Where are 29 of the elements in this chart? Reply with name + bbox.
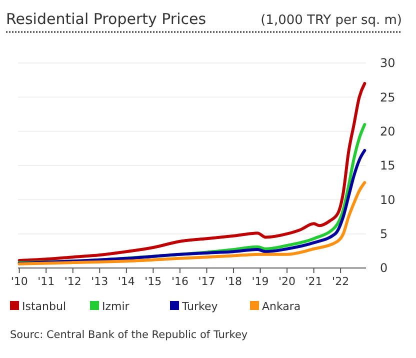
x-tick-label: '10: [10, 275, 28, 288]
x-tick-label: '12: [64, 275, 82, 288]
legend-label: Istanbul: [22, 300, 66, 313]
x-tick-label: '15: [144, 275, 162, 288]
x-tick-label: '19: [252, 275, 269, 288]
text: Sourc: Central Bank of the Republic of Turkey: [10, 329, 248, 341]
chart-title: Residential Property Prices: [6, 10, 206, 28]
y-tick-label: 0: [380, 261, 388, 276]
y-tick-label: 5: [380, 227, 388, 242]
x-tick-label: '20: [278, 275, 296, 288]
y-tick-label: 15: [380, 158, 396, 173]
line-series: [18, 181, 366, 266]
y-tick-label: 25: [380, 90, 396, 104]
x-tick-label: '22: [332, 275, 350, 288]
legend-label: Turkey: [181, 300, 218, 313]
chart-subtitle: (1,000 TRY per sq. m): [260, 13, 402, 28]
legend-label: Izmir: [102, 300, 130, 313]
x-tick-label: '11: [38, 275, 55, 288]
x-tick-label: '13: [91, 275, 108, 288]
legend-label: Ankara: [262, 300, 301, 313]
y-tick-label: 10: [380, 192, 396, 207]
x-tick-label: '21: [305, 275, 322, 288]
x-tick-label: '14: [118, 275, 135, 288]
y-tick-label: 30: [380, 56, 396, 70]
x-tick-label: '17: [198, 275, 216, 288]
line-series: [18, 82, 366, 262]
x-tick-label: '16: [171, 275, 188, 288]
y-tick-label: 20: [380, 124, 396, 139]
x-tick-label: '18: [224, 275, 242, 288]
